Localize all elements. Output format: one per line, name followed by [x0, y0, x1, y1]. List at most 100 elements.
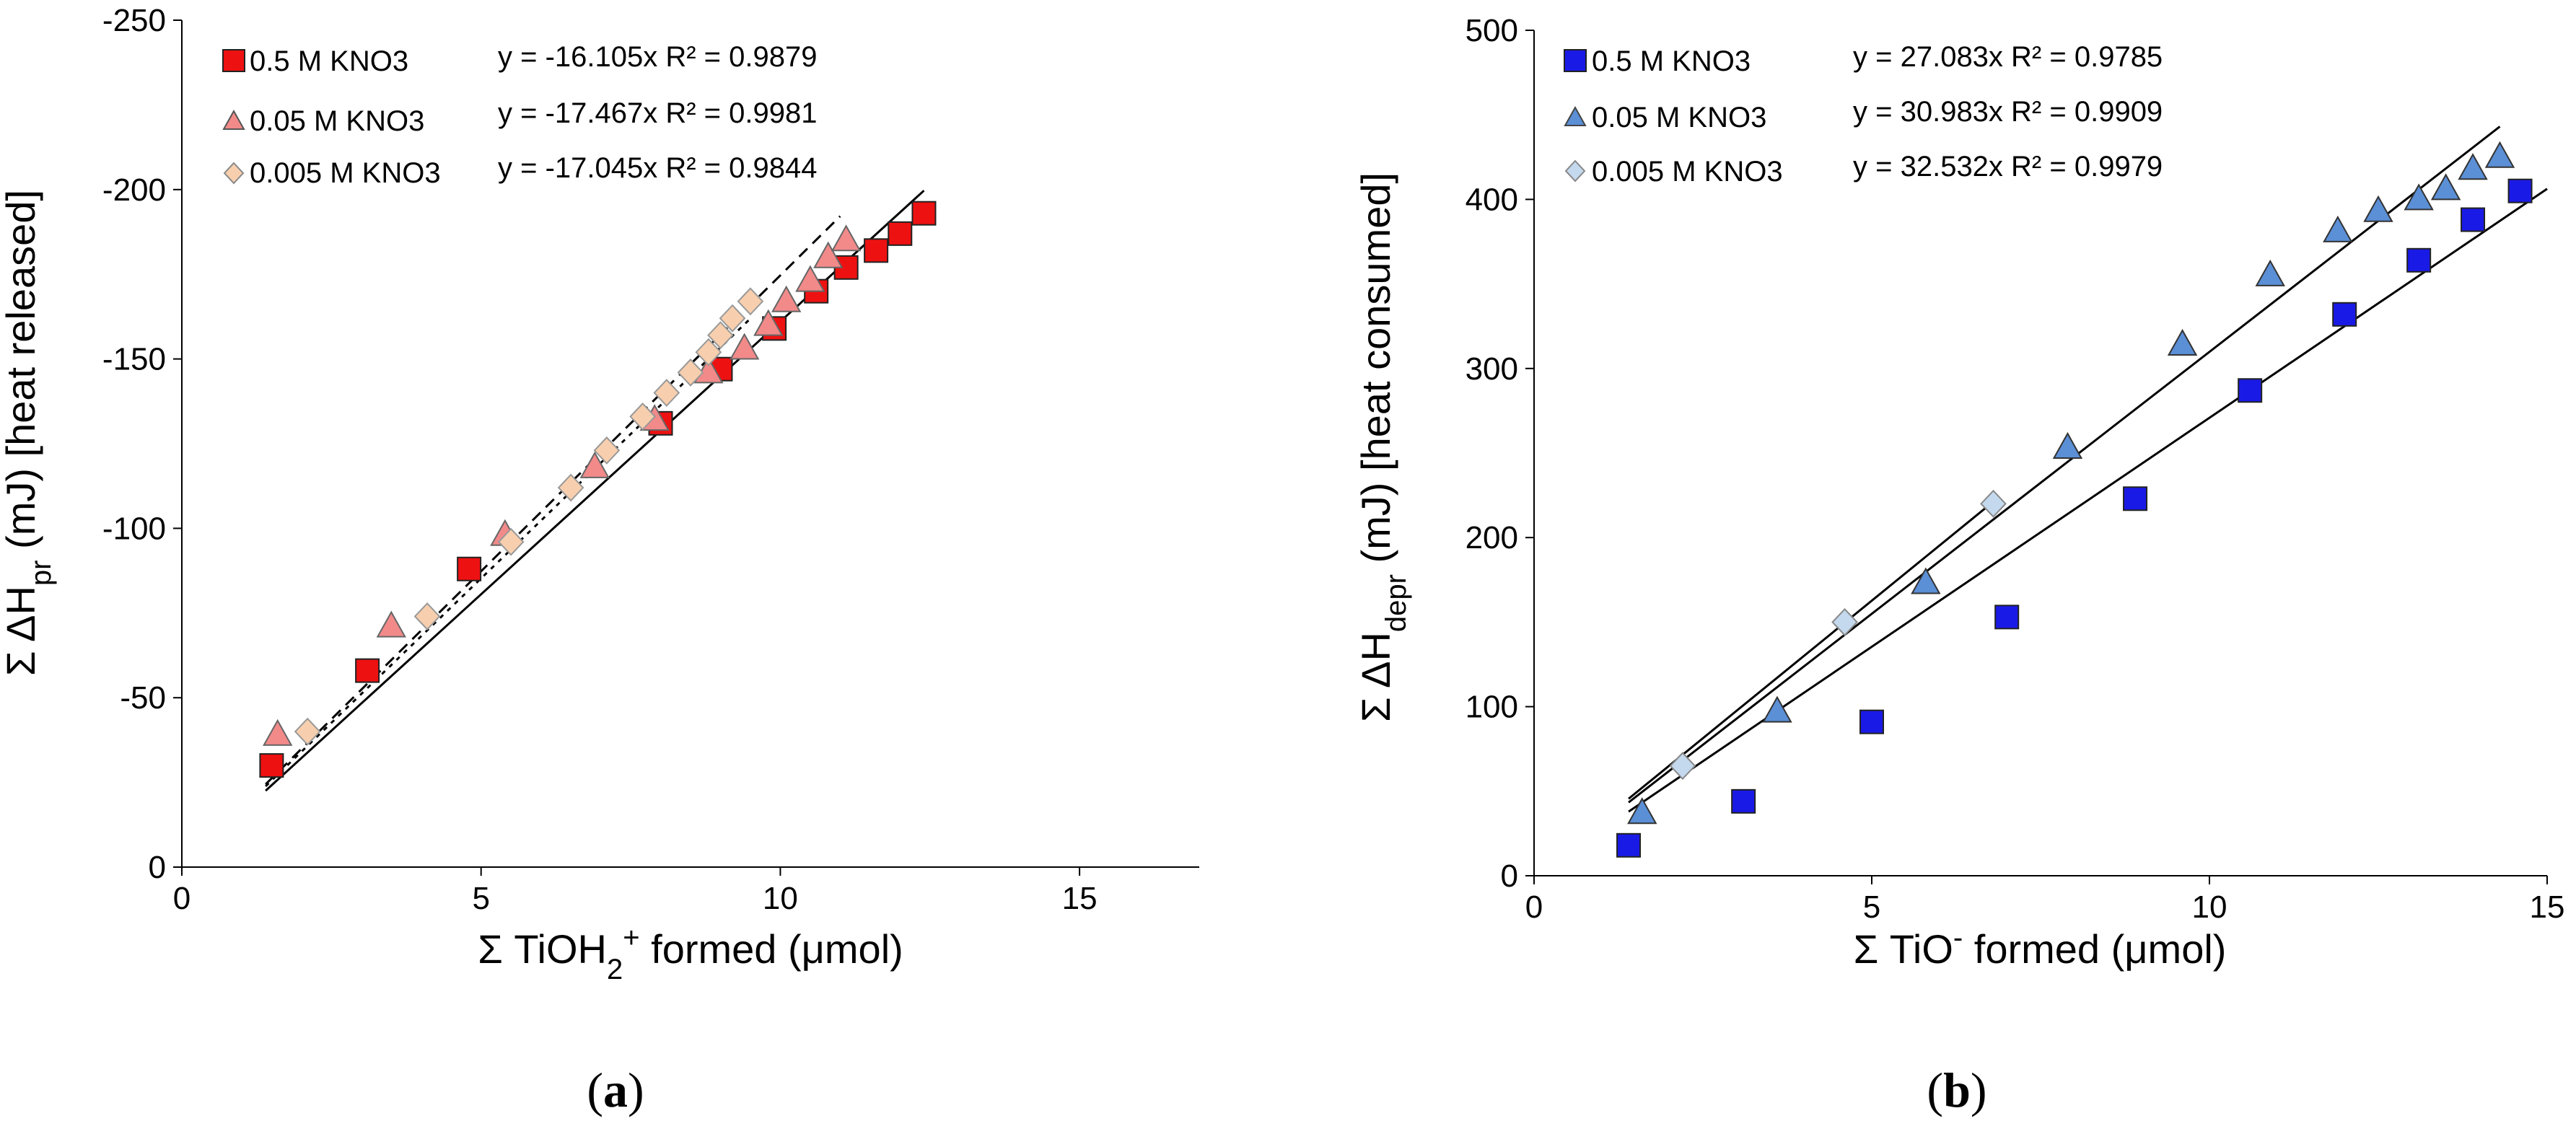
b-series-2	[1669, 489, 2007, 781]
b-series-0	[1616, 178, 2533, 858]
b-ylabel-suffix: (mJ) [heat consumed]	[1353, 172, 1398, 574]
a-point-square	[864, 238, 889, 263]
a-caption-letter: a	[603, 1063, 628, 1117]
a-legend-marker-square	[222, 49, 245, 72]
b-point-diamond	[1831, 607, 1858, 636]
b-point-triangle	[2167, 328, 2198, 356]
b-point-diamond	[1669, 752, 1696, 781]
b-caption-letter: b	[1943, 1063, 1971, 1117]
a-point-diamond	[677, 358, 704, 387]
b-xlabel-sup: -	[1953, 922, 1963, 954]
a-point-square	[457, 556, 482, 581]
b-ytick-label: 200	[1466, 520, 1518, 555]
a-point-diamond	[707, 321, 734, 350]
a-point-triangle	[753, 309, 784, 336]
a-ylabel-sub: pr	[25, 561, 57, 586]
a-point-square	[259, 753, 284, 778]
b-point-square	[1616, 832, 1642, 858]
b-point-triangle	[1911, 567, 1941, 594]
a-ylabel-prefix: Σ ΔH	[0, 586, 43, 676]
b-xtick-label: 15	[2530, 889, 2565, 925]
a-point-triangle	[263, 718, 293, 746]
a-series-2	[294, 287, 764, 746]
b-legend-marker-square	[1564, 49, 1587, 72]
b-legend-label-1: 0.05 M KNO3	[1592, 102, 1766, 133]
b-fit-line-2	[1628, 501, 1994, 800]
b-point-diamond	[1980, 489, 2007, 518]
b-series-1	[1627, 141, 2515, 825]
b-ytick-label: 300	[1466, 351, 1518, 387]
a-point-triangle	[831, 224, 862, 252]
a-legend-eq-2: y = -17.045x R² = 0.9844	[498, 152, 818, 184]
a-point-diamond	[497, 527, 525, 556]
b-point-triangle	[2052, 431, 2083, 459]
a-point-diamond	[737, 287, 764, 316]
a-ylabel-suffix: (mJ) [heat released]	[0, 190, 43, 561]
a-xtick-label: 0	[173, 881, 190, 916]
a-ytick-label: -50	[120, 680, 166, 716]
a-ytick-label: -250	[102, 3, 166, 38]
b-ytick-label: 0	[1501, 858, 1518, 894]
a-point-square	[888, 221, 913, 246]
a-legend-marker-triangle	[222, 109, 245, 130]
a-point-triangle	[579, 451, 610, 478]
a-point-triangle	[813, 241, 844, 268]
b-point-triangle	[2484, 141, 2515, 168]
a-xlabel-suffix: formed (μmol)	[640, 926, 903, 972]
b-legend-eq-0: y = 27.083x R² = 0.9785	[1853, 41, 2163, 73]
b-point-square	[2123, 486, 2148, 511]
b-point-triangle	[1762, 695, 1792, 723]
a-point-diamond	[653, 379, 680, 408]
b-xtick-label: 10	[2192, 889, 2227, 925]
a-point-diamond	[629, 402, 657, 431]
b-x-axis-label: Σ TiO- formed (μmol)	[1854, 922, 2227, 972]
a-ytick-label: 0	[149, 850, 166, 885]
b-point-triangle	[1627, 797, 1657, 825]
a-point-diamond	[695, 338, 722, 366]
b-ytick-label: 100	[1466, 690, 1518, 725]
b-point-triangle	[2458, 153, 2488, 180]
a-fit-line-1	[265, 215, 841, 786]
b-legend-marker-triangle	[1564, 105, 1587, 126]
a-x-axis-label: Σ TiOH2+ formed (μmol)	[478, 922, 903, 985]
a-xtick-label: 10	[763, 881, 798, 916]
a-point-diamond	[557, 473, 584, 502]
b-caption: (b)	[1927, 1063, 1986, 1117]
b-y-axis-label: Σ ΔHdepr (mJ) [heat consumed]	[1353, 172, 1412, 722]
a-point-diamond	[294, 717, 321, 746]
a-point-triangle	[729, 333, 760, 360]
panel-a: 0 5 10 15 0 -50 -100 -150 -200 -250 Σ ΔHpr (mJ) …	[0, 3, 1199, 1117]
b-point-square	[2332, 302, 2357, 327]
b-point-square	[1994, 605, 2020, 630]
a-xlabel-prefix: Σ TiOH	[478, 926, 607, 972]
b-point-triangle	[2430, 173, 2461, 201]
b-legend-label-2: 0.005 M KNO3	[1592, 156, 1783, 188]
b-point-triangle	[2363, 195, 2393, 222]
a-legend-label-1: 0.05 M KNO3	[250, 105, 424, 137]
a-legend-eq-0: y = -16.105x R² = 0.9879	[498, 41, 818, 73]
a-point-triangle	[771, 285, 802, 312]
b-xlabel-suffix: formed (μmol)	[1963, 926, 2226, 972]
a-ytick-label: -150	[102, 342, 166, 377]
a-xtick-label: 15	[1062, 881, 1098, 916]
b-ylabel-sub: depr	[1380, 574, 1412, 632]
b-legend-marker-diamond	[1564, 159, 1586, 183]
a-legend-label-2: 0.005 M KNO3	[250, 157, 441, 189]
b-ylabel-prefix: Σ ΔH	[1353, 632, 1398, 722]
a-legend-eq-1: y = -17.467x R² = 0.9981	[498, 97, 818, 129]
panel-b: 0 5 10 15 0 100 200 300 400 500 Σ ΔHdepr (mJ) [h…	[1353, 13, 2564, 1117]
a-ytick-label: -100	[102, 511, 166, 546]
b-fit-line-1	[1628, 126, 2501, 804]
b-ytick-label: 400	[1466, 182, 1518, 217]
a-point-square	[355, 658, 380, 683]
a-legend-marker-diamond	[223, 162, 245, 185]
b-ytick-label: 500	[1466, 13, 1518, 48]
a-legend-label-0: 0.5 M KNO3	[250, 45, 408, 77]
a-point-square	[911, 201, 937, 226]
b-point-square	[1859, 709, 1884, 734]
b-xtick-label: 5	[1863, 889, 1880, 925]
a-xtick-label: 5	[472, 881, 489, 916]
b-xtick-label: 0	[1525, 889, 1543, 925]
a-caption: (a)	[587, 1063, 644, 1117]
